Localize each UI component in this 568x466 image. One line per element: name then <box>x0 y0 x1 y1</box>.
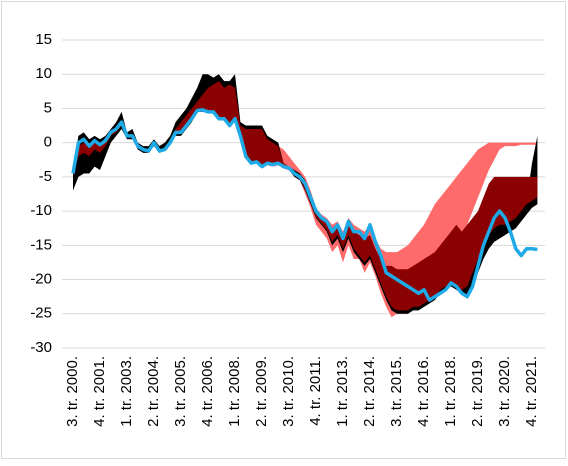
x-tick-label: 3. tr. 2010. <box>280 356 297 427</box>
x-tick-label: 4. tr. 2001. <box>91 356 108 427</box>
y-tick-label: -15 <box>30 236 52 253</box>
chart-frame <box>1 1 566 459</box>
y-tick-label: -25 <box>30 305 52 322</box>
x-tick-label: 1. tr. 2013. <box>334 356 351 427</box>
x-tick-label: 4. tr. 2016. <box>415 356 432 427</box>
x-tick-label: 2. tr. 2004. <box>145 356 162 427</box>
y-tick-label: -5 <box>39 168 52 185</box>
y-tick-label: 0 <box>44 134 52 151</box>
x-tick-label: 1. tr. 2003. <box>118 356 135 427</box>
x-tick-label: 4. tr. 2006. <box>199 356 216 427</box>
y-tick-label: -20 <box>30 271 52 288</box>
data-line <box>71 108 538 302</box>
y-tick-label: 10 <box>35 65 52 82</box>
x-tick-label: 3. tr. 2000. <box>64 356 81 427</box>
x-tick-label: 1. tr. 2018. <box>442 356 459 427</box>
range-band <box>267 142 538 318</box>
y-tick-label: 5 <box>44 99 52 116</box>
y-tick-label: 15 <box>35 31 52 48</box>
x-tick-label: 3. tr. 2015. <box>388 356 405 427</box>
x-tick-label: 3. tr. 2020. <box>496 356 513 427</box>
x-tick-label: 4. tr. 2021. <box>523 356 540 427</box>
x-tick-label: 2. tr. 2009. <box>253 356 270 427</box>
x-tick-label: 3. tr. 2005. <box>172 356 189 427</box>
y-tick-label: -30 <box>30 339 52 356</box>
x-tick-label: 4. tr. 2011. <box>307 356 324 426</box>
x-tick-label: 2. tr. 2014. <box>361 356 378 427</box>
y-tick-label: -10 <box>30 202 52 219</box>
x-tick-label: 1. tr. 2008. <box>226 356 243 427</box>
x-tick-label: 2. tr. 2019. <box>469 356 486 427</box>
